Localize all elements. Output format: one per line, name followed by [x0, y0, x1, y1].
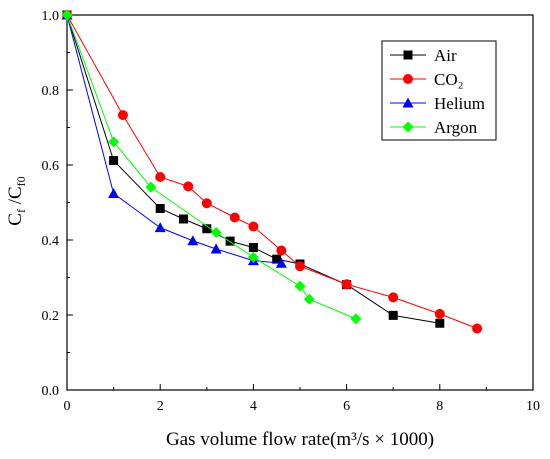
chart-series: [61, 9, 483, 334]
data-point-co: [201, 198, 212, 209]
data-point-helium: [275, 257, 287, 268]
data-point-helium: [210, 243, 222, 254]
data-point-air: [435, 318, 445, 328]
data-point-helium: [108, 188, 120, 198]
data-point-co: [155, 172, 166, 182]
x-tick-label: 6: [343, 399, 350, 414]
data-point-air: [272, 254, 282, 264]
legend-marker-helium: [402, 97, 414, 108]
chart-ticks: 0 2 4 6 8 10 0.0 0.2 0.4 0.6 0.8 1.0: [42, 9, 541, 414]
legend-box: [381, 40, 497, 141]
data-point-co: [276, 245, 287, 256]
data-point-air: [225, 236, 235, 246]
series-argon: [61, 9, 362, 325]
data-point-co: [434, 308, 445, 319]
data-point-argon: [303, 293, 315, 305]
legend-label-co: CO₂: [434, 70, 464, 89]
y-axis-title: Cf /Cf0: [5, 176, 28, 225]
series-line-argon: [66, 14, 357, 320]
data-point-co: [183, 181, 194, 192]
y-tick-label: 0.2: [42, 309, 60, 324]
chart-legend: Air CO₂ Helium Argon: [381, 40, 497, 141]
data-point-air: [202, 224, 212, 234]
data-point-co: [388, 292, 399, 303]
data-point-argon: [350, 313, 362, 325]
data-point-co: [229, 212, 240, 223]
x-axis-title: Gas volume flow rate(m³/s × 1000): [166, 429, 434, 450]
series-line-air: [66, 14, 440, 324]
legend-marker-argon: [402, 121, 414, 133]
legend-marker-air: [403, 50, 413, 60]
y-tick-label: 0.6: [42, 159, 60, 174]
data-point-co: [248, 221, 259, 232]
data-point-air: [155, 204, 165, 213]
data-point-argon: [294, 280, 306, 292]
data-point-co: [295, 261, 305, 272]
y-tick-label: 0.0: [42, 384, 60, 399]
legend-marker-co: [403, 74, 413, 84]
y-tick-label: 0.8: [42, 84, 60, 99]
x-tick-label: 2: [157, 399, 164, 414]
data-point-co: [472, 323, 483, 334]
x-tick-label: 8: [436, 399, 443, 414]
data-point-co: [117, 110, 128, 121]
series-co: [62, 10, 483, 334]
data-point-argon: [61, 9, 73, 21]
y-tick-label: 0.4: [42, 234, 60, 249]
y-tick-label: 1.0: [42, 9, 60, 24]
data-point-air: [248, 243, 258, 252]
data-point-air: [109, 156, 119, 165]
x-tick-label: 0: [64, 399, 71, 414]
data-point-argon: [145, 181, 157, 193]
data-point-argon: [108, 136, 120, 148]
data-point-co: [341, 279, 352, 290]
data-point-helium: [154, 222, 166, 233]
legend-label-air: Air: [434, 46, 457, 65]
legend-label-helium: Helium: [434, 94, 485, 113]
x-tick-label: 10: [526, 399, 540, 414]
data-point-argon: [210, 227, 222, 238]
data-point-helium: [187, 235, 199, 246]
x-tick-label: 4: [250, 399, 257, 414]
data-point-argon: [247, 251, 259, 263]
data-point-air: [388, 310, 398, 320]
data-point-air: [179, 214, 188, 224]
legend-label-argon: Argon: [434, 118, 478, 137]
